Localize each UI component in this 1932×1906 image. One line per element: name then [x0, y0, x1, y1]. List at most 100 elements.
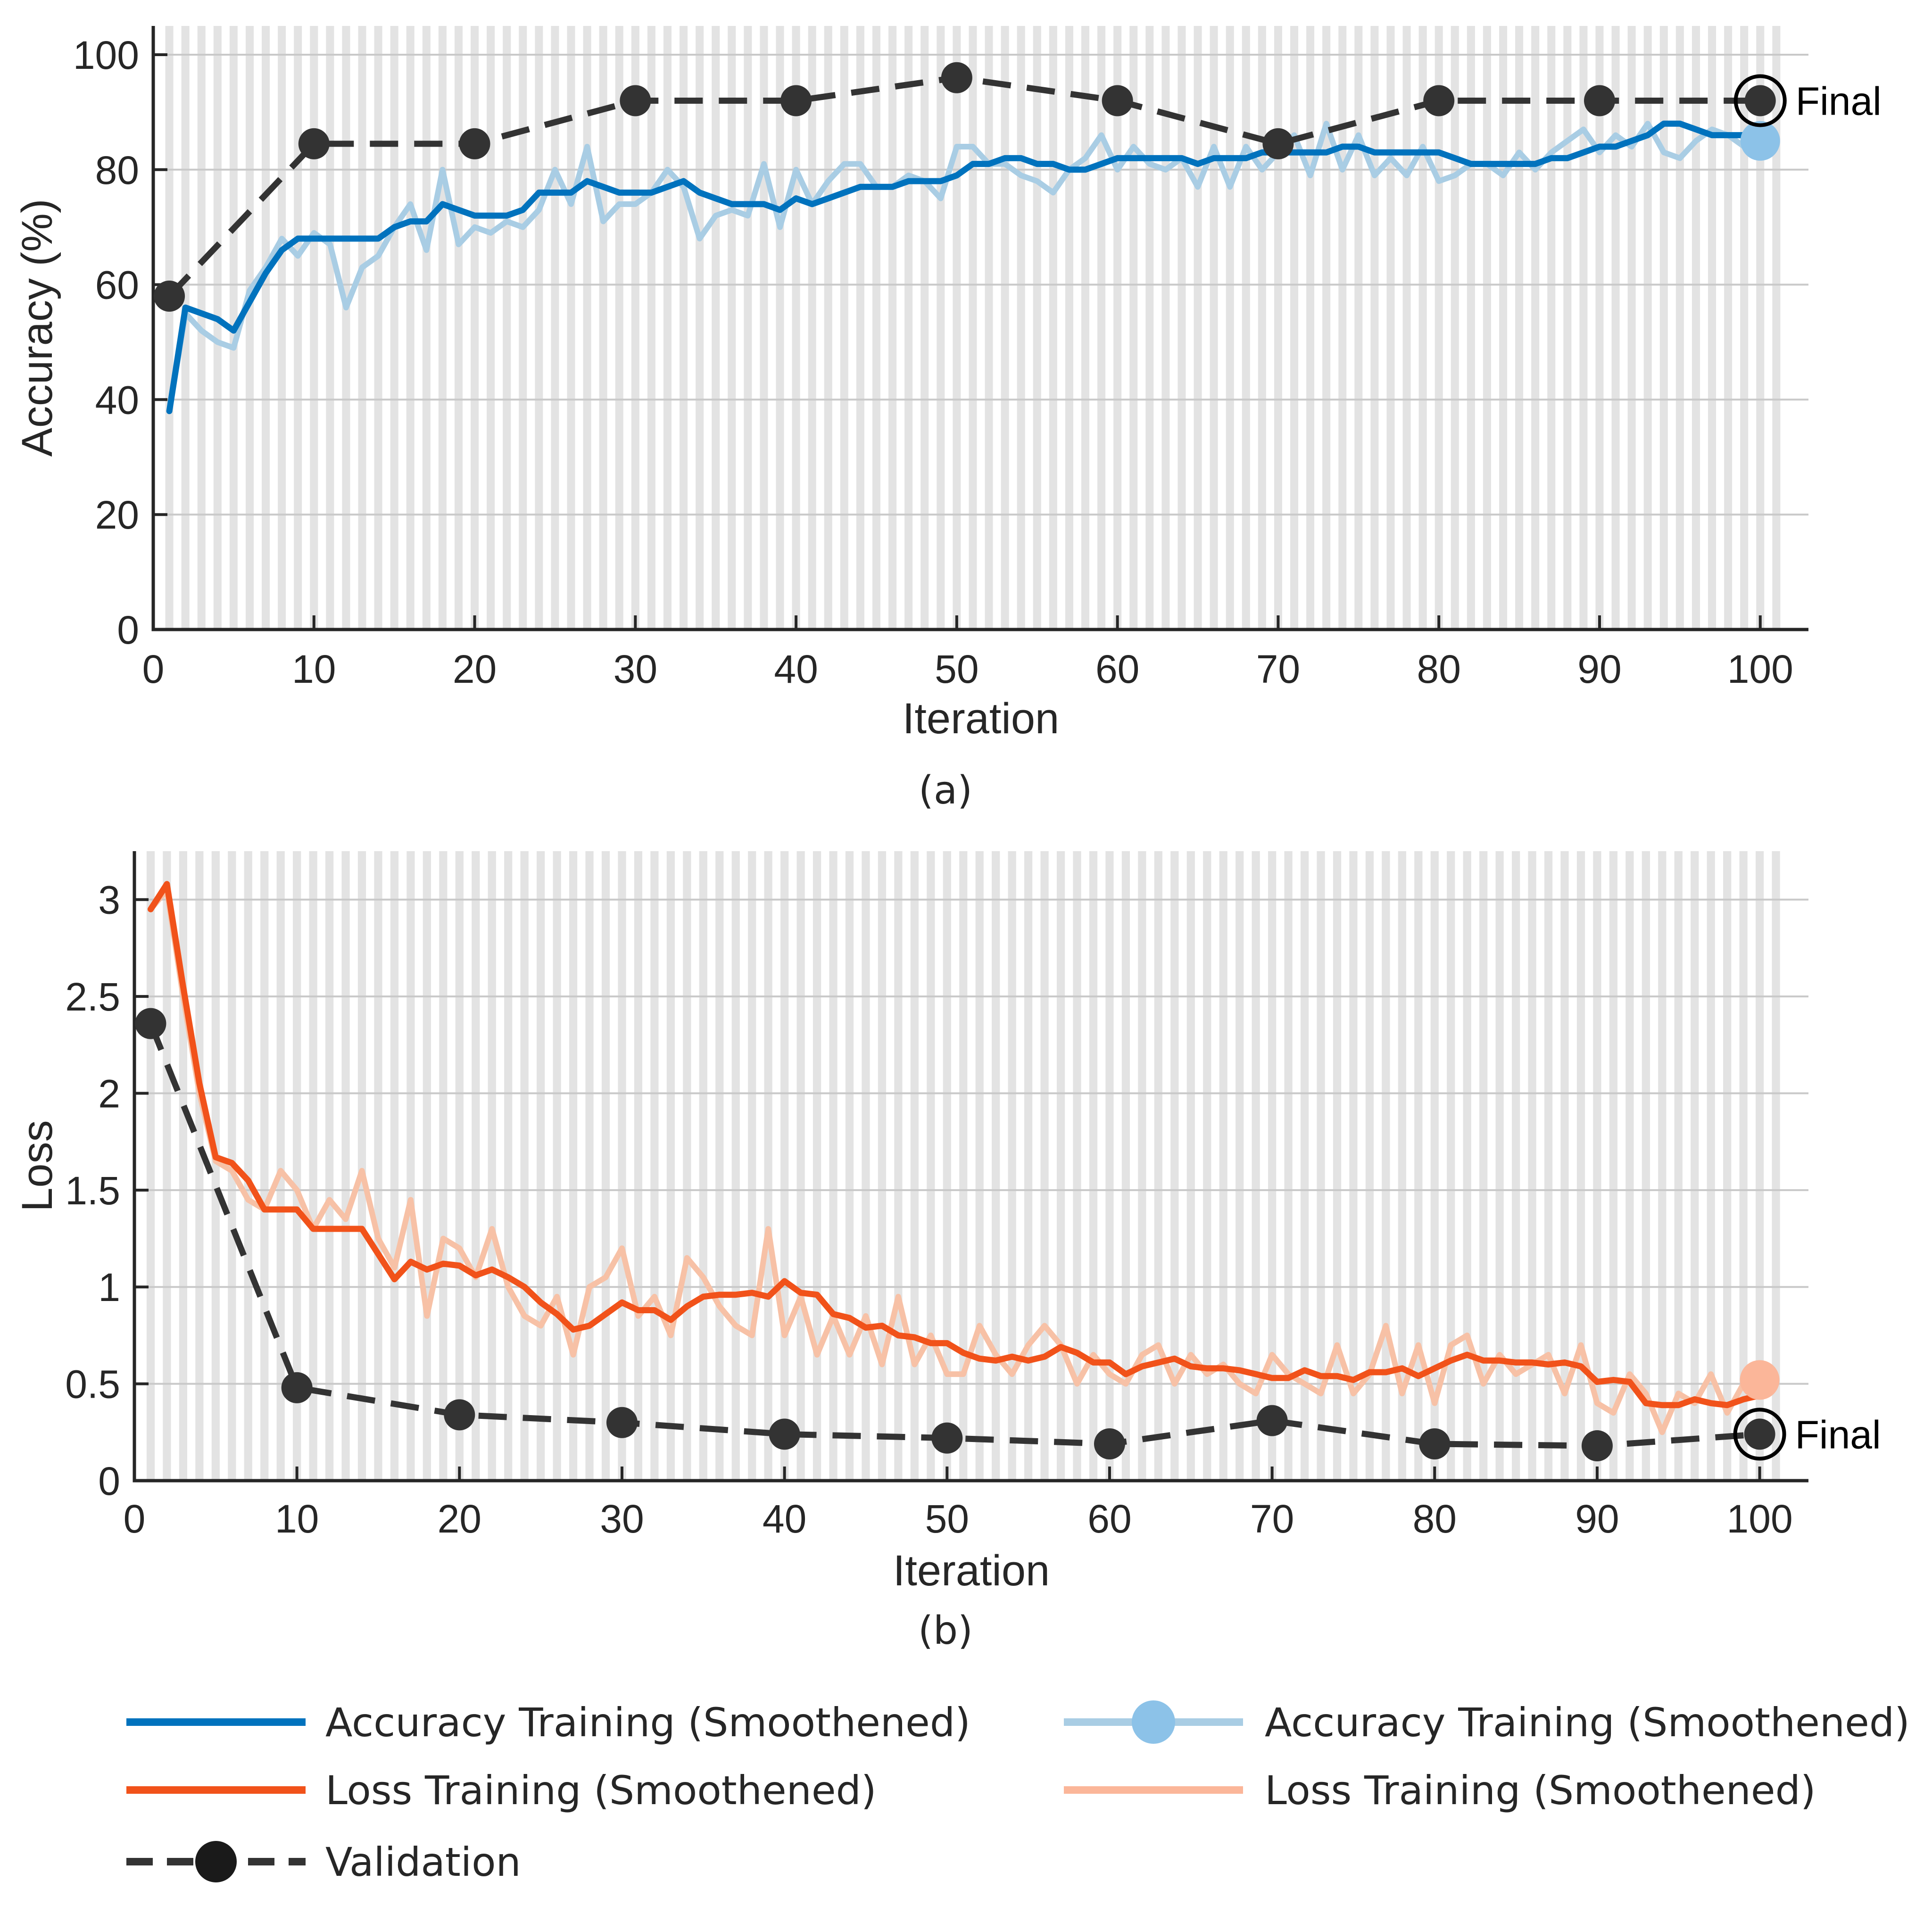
loss-stripe — [1252, 851, 1260, 1481]
loss-stripe — [1511, 851, 1520, 1481]
accuracy-stripe — [615, 26, 623, 630]
legend-entry-loss-smoothed: Loss Training (Smoothened) — [126, 1767, 877, 1814]
loss-stripe — [666, 851, 675, 1481]
accuracy-stripe — [1547, 26, 1556, 630]
loss-stripe — [357, 851, 366, 1481]
accuracy-stripe — [535, 26, 543, 630]
loss-x-tick-label: 50 — [925, 1497, 969, 1541]
loss-stripe — [195, 851, 204, 1481]
accuracy-final-training-marker — [1740, 121, 1780, 161]
loss-stripe — [1349, 851, 1358, 1481]
legend: Accuracy Training (Smoothened) Accuracy … — [126, 1699, 1910, 1885]
loss-stripe — [276, 851, 285, 1481]
accuracy-stripe — [454, 26, 463, 630]
accuracy-stripe — [1659, 26, 1668, 630]
loss-stripe — [325, 851, 334, 1481]
loss-validation-point — [1744, 1418, 1775, 1450]
accuracy-stripe — [712, 26, 720, 630]
accuracy-stripe — [1756, 26, 1765, 630]
legend-label-validation: Validation — [325, 1839, 521, 1885]
accuracy-stripe — [1338, 26, 1347, 630]
accuracy-stripe — [728, 26, 736, 630]
loss-stripe — [731, 851, 740, 1481]
loss-stripe — [1544, 851, 1553, 1481]
legend-label-accuracy-raw: Accuracy Training (Smoothened) — [1265, 1699, 1910, 1746]
loss-validation-point — [931, 1422, 963, 1454]
loss-stripe — [146, 851, 155, 1481]
loss-stripe — [1105, 851, 1114, 1481]
accuracy-stripe — [1322, 26, 1331, 630]
loss-stripe — [862, 851, 870, 1481]
accuracy-stripe — [792, 26, 800, 630]
loss-stripe — [341, 851, 350, 1481]
accuracy-stripe — [1386, 26, 1395, 630]
loss-stripe — [1170, 851, 1179, 1481]
loss-final-ring — [1733, 1408, 1786, 1461]
accuracy-stripe — [519, 26, 527, 630]
loss-stripe — [1398, 851, 1406, 1481]
loss-stripe — [1658, 851, 1667, 1481]
legend-label-accuracy-smoothed: Accuracy Training (Smoothened) — [325, 1699, 970, 1746]
loss-stripe — [650, 851, 659, 1481]
accuracy-validation-point — [459, 128, 490, 159]
accuracy-y-axis-label: Accuracy (%) — [13, 199, 61, 457]
loss-stripe — [634, 851, 643, 1481]
accuracy-stripe — [1161, 26, 1170, 630]
accuracy-stripe — [744, 26, 752, 630]
loss-axes — [133, 851, 1808, 1483]
accuracy-stripe — [1129, 26, 1138, 630]
loss-final-training-marker — [1740, 1360, 1780, 1400]
accuracy-stripe — [1354, 26, 1363, 630]
accuracy-stripe — [1258, 26, 1266, 630]
loss-stripe — [520, 851, 529, 1481]
accuracy-background-stripes — [165, 26, 1781, 630]
accuracy-validation-point — [620, 85, 651, 116]
accuracy-stripe — [1001, 26, 1009, 630]
loss-stripe — [1609, 851, 1618, 1481]
loss-stripe — [1447, 851, 1455, 1481]
accuracy-y-tick-label: 0 — [117, 608, 139, 652]
loss-stripe — [1365, 851, 1374, 1481]
loss-stripe — [1560, 851, 1569, 1481]
loss-stripe — [943, 851, 951, 1481]
accuracy-stripe — [1563, 26, 1572, 630]
accuracy-stripe — [1483, 26, 1491, 630]
accuracy-stripe — [1065, 26, 1073, 630]
accuracy-x-tick-label: 50 — [935, 647, 978, 691]
accuracy-y-tick-label: 20 — [95, 493, 139, 537]
loss-stripe — [1186, 851, 1195, 1481]
loss-y-tick-label: 0.5 — [65, 1362, 120, 1407]
accuracy-stripe — [824, 26, 832, 630]
accuracy-stripe — [1451, 26, 1459, 630]
accuracy-stripe — [245, 26, 254, 630]
accuracy-stripe — [551, 26, 559, 630]
loss-stripe — [715, 851, 724, 1481]
accuracy-stripe — [1740, 26, 1749, 630]
accuracy-stripe — [872, 26, 881, 630]
loss-stripe — [1089, 851, 1098, 1481]
loss-stripe — [179, 851, 188, 1481]
loss-stripe — [293, 851, 301, 1481]
accuracy-x-tick-label: 60 — [1095, 647, 1139, 691]
loss-stripe — [1625, 851, 1634, 1481]
loss-stripe — [796, 851, 805, 1481]
loss-stripe — [780, 851, 789, 1481]
accuracy-axes — [151, 26, 1808, 631]
loss-x-tick-label: 60 — [1087, 1497, 1131, 1541]
loss-stripe — [1463, 851, 1471, 1481]
accuracy-stripe — [1595, 26, 1604, 630]
loss-stripe — [211, 851, 220, 1481]
loss-stripe — [309, 851, 317, 1481]
loss-stripe — [683, 851, 691, 1481]
accuracy-x-tick-label: 0 — [142, 647, 165, 691]
loss-stripe — [488, 851, 496, 1481]
loss-stripe — [1040, 851, 1049, 1481]
accuracy-validation-point — [154, 280, 185, 312]
loss-validation-point — [1094, 1428, 1125, 1459]
accuracy-stripe — [1226, 26, 1234, 630]
loss-stripe — [1642, 851, 1650, 1481]
loss-stripe — [1495, 851, 1504, 1481]
loss-stripe — [1317, 851, 1325, 1481]
loss-stripe — [260, 851, 269, 1481]
accuracy-stripe — [599, 26, 607, 630]
